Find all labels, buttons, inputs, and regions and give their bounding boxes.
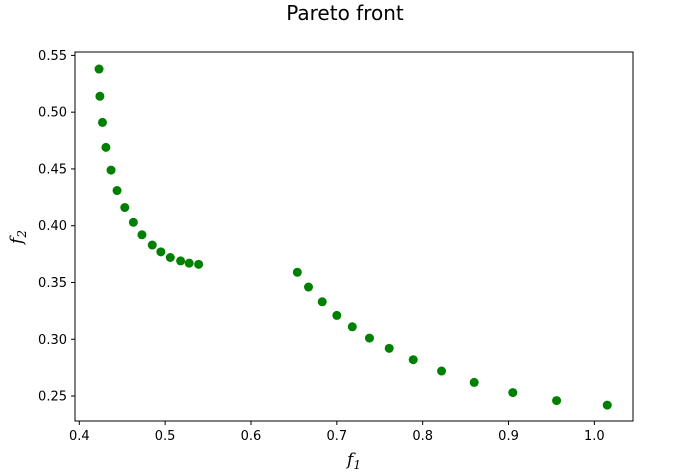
data-point bbox=[165, 253, 175, 263]
data-point bbox=[469, 377, 479, 387]
data-point bbox=[292, 267, 302, 277]
x-tick-label: 0.7 bbox=[326, 429, 347, 444]
y-tick-label: 0.45 bbox=[38, 162, 67, 177]
data-point bbox=[602, 400, 612, 410]
data-point bbox=[101, 142, 111, 152]
x-tick-label: 0.4 bbox=[69, 429, 90, 444]
data-point bbox=[304, 282, 314, 292]
x-axis: 0.4 0.5 0.6 0.7 0.8 0.9 1.0 bbox=[69, 421, 605, 444]
data-points bbox=[94, 64, 612, 410]
data-point bbox=[408, 355, 418, 365]
data-point bbox=[384, 343, 394, 353]
data-point bbox=[120, 203, 130, 213]
data-point bbox=[184, 258, 194, 268]
x-tick-label: 0.8 bbox=[412, 429, 433, 444]
x-tick-label: 0.9 bbox=[498, 429, 519, 444]
x-tick-label: 0.6 bbox=[241, 429, 262, 444]
y-axis: 0.25 0.30 0.35 0.40 0.45 0.50 0.55 bbox=[38, 49, 75, 405]
y-tick-label: 0.35 bbox=[38, 276, 67, 291]
y-axis-label: f2 bbox=[7, 230, 29, 246]
data-point bbox=[128, 217, 138, 227]
data-point bbox=[106, 165, 116, 175]
data-point bbox=[156, 247, 166, 257]
y-tick-label: 0.30 bbox=[38, 333, 67, 348]
data-point bbox=[332, 310, 342, 320]
plot-area bbox=[74, 51, 634, 422]
data-point bbox=[137, 230, 147, 240]
data-point bbox=[97, 117, 107, 127]
data-point bbox=[147, 240, 157, 250]
data-point bbox=[176, 256, 186, 266]
data-point bbox=[508, 388, 518, 398]
data-point bbox=[552, 396, 562, 406]
chart-title: Pareto front bbox=[286, 1, 404, 25]
data-point bbox=[112, 186, 122, 196]
y-tick-label: 0.55 bbox=[38, 49, 67, 64]
x-tick-label: 0.5 bbox=[155, 429, 176, 444]
data-point bbox=[347, 322, 357, 332]
x-tick-label: 1.0 bbox=[584, 429, 605, 444]
x-axis-label: f1 bbox=[345, 450, 361, 472]
data-point bbox=[364, 333, 374, 343]
data-point bbox=[194, 259, 204, 269]
y-tick-label: 0.25 bbox=[38, 390, 67, 405]
data-point bbox=[95, 91, 105, 101]
data-point bbox=[94, 64, 104, 74]
data-point bbox=[317, 297, 327, 307]
y-tick-label: 0.50 bbox=[38, 106, 67, 121]
y-tick-label: 0.40 bbox=[38, 219, 67, 234]
data-point bbox=[437, 366, 447, 376]
